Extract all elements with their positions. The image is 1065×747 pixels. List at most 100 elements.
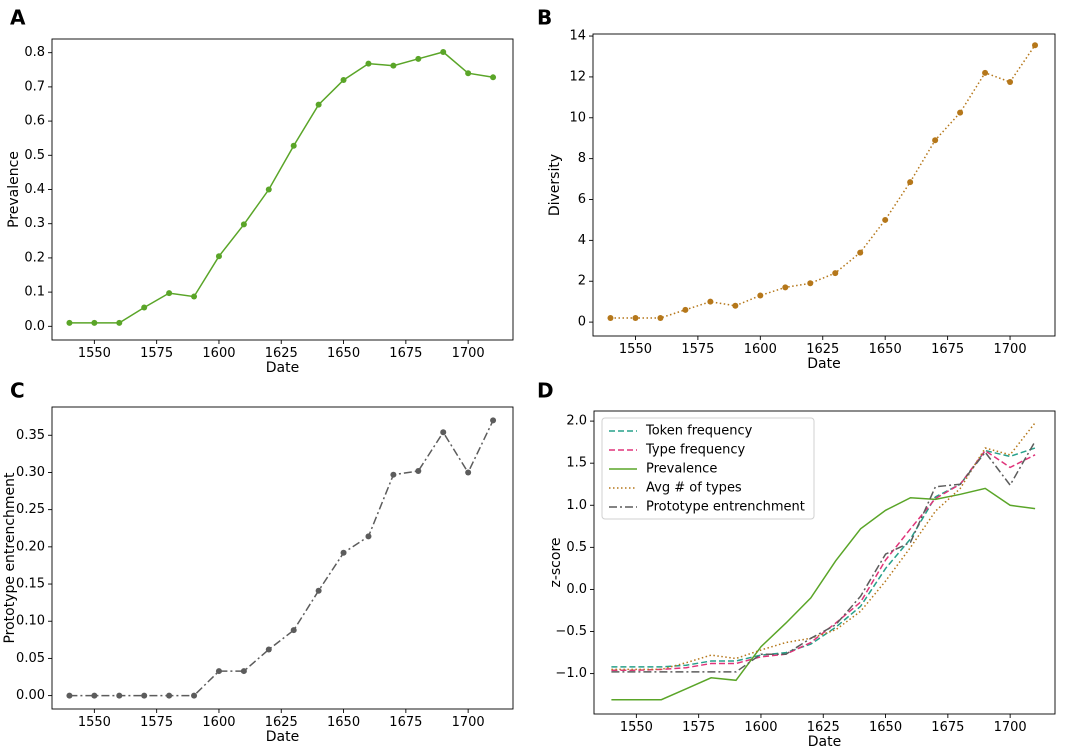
data-point	[365, 533, 372, 540]
data-point	[932, 137, 939, 144]
x-tick-label: 1675	[389, 715, 422, 730]
y-axis-label: Diversity	[547, 154, 563, 216]
x-tick-label: 1625	[265, 346, 298, 361]
y-tick-label: 0.2	[24, 250, 45, 265]
x-tick-label: 1650	[327, 715, 360, 730]
data-point	[440, 429, 447, 436]
data-point	[907, 179, 914, 186]
series-line	[611, 440, 1036, 673]
data-point	[490, 417, 497, 424]
panel-c: C 1550 1575 1600 1625 1650 1675 1700 0.00 0.05 0.1…	[2, 379, 514, 745]
data-point	[240, 221, 247, 228]
data-point	[315, 101, 322, 108]
y-tick-label: 12	[569, 69, 586, 84]
y-tick-label: 1.0	[566, 498, 587, 513]
data-point	[191, 293, 198, 300]
data-point	[215, 668, 222, 675]
data-point	[365, 60, 372, 67]
data-point	[707, 298, 714, 305]
series-line	[69, 420, 494, 697]
data-point	[340, 549, 347, 556]
y-tick-label: 0.0	[566, 582, 587, 597]
data-point	[757, 292, 764, 299]
y-tick-label: 4	[578, 233, 586, 248]
series-line	[611, 422, 1036, 671]
y-tick-label: 0.05	[16, 651, 45, 666]
x-tick-label: 1575	[681, 342, 714, 357]
y-tick-label: 0.20	[16, 539, 45, 554]
data-point	[265, 186, 272, 193]
data-point	[657, 315, 664, 322]
data-point	[66, 692, 73, 699]
y-axis-label: Prototype entrenchment	[2, 472, 18, 644]
legend-label: Prevalence	[646, 462, 717, 477]
data-point	[191, 692, 198, 699]
y-tick-label: 0.15	[16, 577, 45, 592]
data-point	[116, 692, 123, 699]
x-tick-label: 1650	[869, 342, 902, 357]
y-axis-label: z-score	[548, 537, 564, 587]
x-tick-label: 1625	[265, 715, 298, 730]
data-point	[832, 270, 839, 277]
y-tick-label: 0.6	[24, 114, 45, 129]
data-point	[490, 74, 497, 81]
y-tick-label: 10	[569, 110, 586, 125]
x-tick-label: 1700	[994, 342, 1027, 357]
series-line	[611, 449, 1036, 671]
y-tick-label: 0.7	[24, 79, 45, 94]
data-point	[607, 315, 614, 322]
x-tick-label: 1625	[806, 342, 839, 357]
data-point	[240, 668, 247, 675]
data-point	[265, 646, 272, 653]
data-point	[807, 280, 814, 287]
data-point	[166, 290, 173, 297]
panel-b: B 1550 1575 1600 1625 1650 1675 1700 0 2 4 6 8 10 12 14…	[537, 6, 1056, 372]
data-point	[1007, 79, 1014, 86]
data-point	[290, 142, 297, 149]
series-line	[611, 447, 1036, 668]
x-tick-label: 1550	[78, 346, 111, 361]
y-axis-label: Prevalence	[6, 151, 22, 228]
data-point	[465, 469, 472, 476]
data-point	[782, 284, 789, 291]
data-point	[415, 55, 422, 62]
series-line	[610, 44, 1036, 319]
data-point	[141, 692, 148, 699]
data-point	[415, 467, 422, 474]
x-tick-label: 1675	[931, 342, 964, 357]
panel-letter: C	[10, 379, 25, 403]
y-tick-label: 2	[578, 274, 586, 289]
y-tick-label: 0.1	[24, 285, 45, 300]
data-point	[390, 471, 397, 478]
y-tick-label: 1.5	[566, 456, 587, 471]
data-point	[440, 48, 447, 55]
y-tick-label: 0.00	[16, 688, 45, 703]
legend-label: Type frequency	[645, 443, 746, 458]
x-tick-label: 1600	[744, 720, 777, 735]
axes-frame	[593, 410, 1056, 715]
y-tick-label: 0.35	[16, 428, 45, 443]
y-tick-label: 0.30	[16, 465, 45, 480]
panel-d: D 1550 1575 1600 1625 1650 1675 1700 −1.0 −0.5 0.0…	[537, 379, 1056, 747]
data-point	[290, 627, 297, 634]
data-point	[982, 69, 989, 76]
legend-box	[601, 417, 815, 520]
legend-label: Token frequency	[645, 424, 753, 439]
y-tick-label: 14	[569, 29, 586, 44]
x-tick-label: 1675	[389, 346, 422, 361]
y-tick-label: 0.3	[24, 216, 45, 231]
series-line	[69, 51, 494, 324]
data-point	[215, 253, 222, 260]
y-tick-label: 0.10	[16, 614, 45, 629]
x-tick-label: 1700	[994, 720, 1027, 735]
series-line	[611, 487, 1036, 701]
data-point	[682, 306, 689, 313]
data-point	[857, 249, 864, 256]
axes-frame	[592, 33, 1056, 337]
x-axis-label: Date	[808, 734, 841, 747]
x-tick-label: 1675	[931, 720, 964, 735]
x-tick-label: 1575	[140, 346, 173, 361]
y-tick-label: 0.5	[24, 148, 45, 163]
y-tick-label: 0.5	[566, 540, 587, 555]
data-point	[141, 304, 148, 311]
